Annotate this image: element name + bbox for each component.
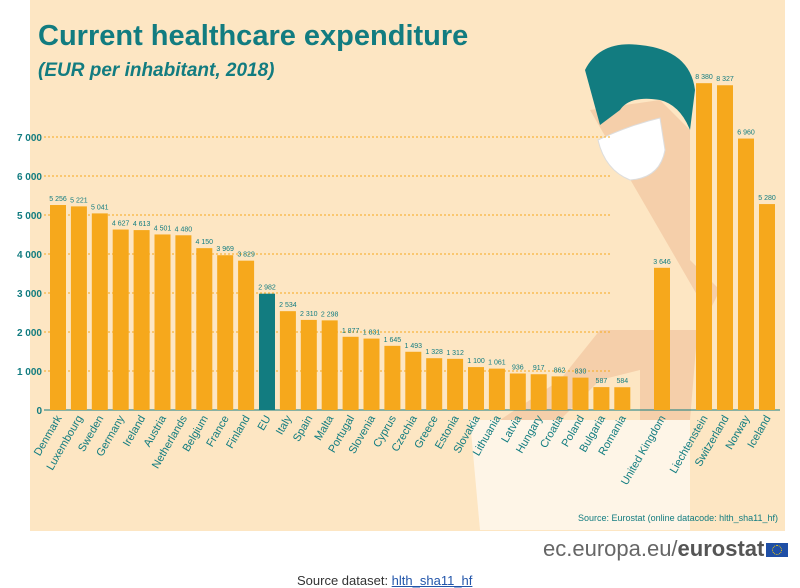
data-label: 587 xyxy=(596,378,608,385)
y-tick-label: 7 000 xyxy=(17,133,42,144)
data-label: 5 221 xyxy=(70,197,88,204)
data-label: 1 312 xyxy=(446,350,464,357)
data-label: 830 xyxy=(575,369,587,376)
bar-iceland xyxy=(759,204,775,410)
bar-malta xyxy=(321,320,338,410)
bar-norway xyxy=(738,138,754,410)
bar-spain xyxy=(300,319,317,410)
bar-italy xyxy=(279,311,296,410)
bar-france xyxy=(217,255,234,410)
bar-netherlands xyxy=(175,235,192,410)
bar-chart: 0 1 000 2 000 3 000 4 000 5 000 6 000 7 000 5 25… xyxy=(17,44,780,530)
data-label: 4 501 xyxy=(154,225,172,232)
bar-liechtenstein xyxy=(696,83,712,411)
bar-finland xyxy=(238,260,255,410)
data-label: 1 831 xyxy=(363,330,381,337)
y-tick-label: 6 000 xyxy=(17,172,42,183)
y-tick-label: 1 000 xyxy=(17,367,42,378)
bar-switzerland xyxy=(717,85,733,410)
bar-croatia xyxy=(551,376,568,410)
data-label: 4 150 xyxy=(196,239,214,246)
data-label: 3 969 xyxy=(216,246,234,253)
y-tick-label: 5 000 xyxy=(17,211,42,222)
data-label: 5 041 xyxy=(91,204,109,211)
data-label: 1 877 xyxy=(342,328,360,335)
bar-luxembourg xyxy=(70,206,87,410)
bar-slovenia xyxy=(363,338,380,410)
bar-hungary xyxy=(530,374,547,410)
x-tick-label: Spain xyxy=(291,414,315,444)
bar-czechia xyxy=(405,351,422,410)
data-label: 1 493 xyxy=(405,343,423,350)
data-label: 5 256 xyxy=(49,196,67,203)
y-tick-label: 4 000 xyxy=(17,250,42,261)
data-label: 584 xyxy=(616,378,628,385)
bar-ireland xyxy=(133,230,150,410)
data-label: 6 960 xyxy=(737,130,755,137)
data-label: 5 280 xyxy=(758,195,776,202)
data-label: 4 480 xyxy=(175,226,193,233)
data-label: 4 627 xyxy=(112,221,130,228)
eu-flag-icon xyxy=(766,543,789,558)
eurostat-logo[interactable]: ec.europa.eu/eurostat xyxy=(543,536,789,562)
bar-austria xyxy=(154,234,171,410)
source-dataset: Source dataset: hlth_sha11_hf xyxy=(297,573,472,588)
bar-denmark xyxy=(50,205,66,410)
bar-poland xyxy=(572,377,589,410)
x-tick-label: Italy xyxy=(274,413,295,437)
chart-title: Current healthcare expenditure xyxy=(38,20,469,52)
bar-united-kingdom xyxy=(654,267,670,410)
bar-portugal xyxy=(342,336,359,410)
chart-subtitle: (EUR per inhabitant, 2018) xyxy=(38,60,275,81)
bar-sweden xyxy=(91,213,108,410)
bar-romania xyxy=(614,387,631,410)
brand-bold: eurostat xyxy=(677,536,765,561)
bar-slovakia xyxy=(468,367,484,410)
bar-estonia xyxy=(447,358,464,410)
dataset-link[interactable]: hlth_sha11_hf xyxy=(391,573,473,588)
bar-cyprus xyxy=(384,345,401,410)
x-tick-label: EU xyxy=(256,413,274,432)
data-label: 2 298 xyxy=(321,311,339,318)
bar-latvia xyxy=(509,373,526,410)
data-label: 936 xyxy=(512,364,524,371)
data-label: 1 100 xyxy=(467,358,485,365)
data-label: 917 xyxy=(533,365,545,372)
bar-germany xyxy=(112,229,129,410)
data-label: 862 xyxy=(554,367,566,374)
data-label: 2 982 xyxy=(258,285,276,292)
dataset-label: Source dataset: xyxy=(297,573,392,588)
data-label: 4 613 xyxy=(133,221,151,228)
data-label: 2 534 xyxy=(279,302,297,309)
data-label: 1 061 xyxy=(488,360,506,367)
data-label: 1 645 xyxy=(384,337,402,344)
y-tick-label: 0 xyxy=(36,406,42,417)
data-label: 3 646 xyxy=(653,259,671,266)
brand-plain: ec.europa.eu/ xyxy=(543,536,678,561)
y-tick-label: 3 000 xyxy=(17,289,42,300)
bar-greece xyxy=(426,358,443,410)
source-note: Source: Eurostat (online datacode: hlth_… xyxy=(578,513,778,523)
data-label: 8 380 xyxy=(695,74,713,81)
y-tick-label: 2 000 xyxy=(17,328,42,339)
data-label: 8 327 xyxy=(716,76,734,83)
bar-belgium xyxy=(196,248,213,410)
bar-bulgaria xyxy=(593,387,610,410)
bar-eu xyxy=(259,293,275,410)
bar-lithuania xyxy=(488,368,505,410)
data-label: 2 310 xyxy=(300,311,318,318)
data-label: 1 328 xyxy=(425,349,443,356)
data-label: 3 829 xyxy=(237,252,255,259)
